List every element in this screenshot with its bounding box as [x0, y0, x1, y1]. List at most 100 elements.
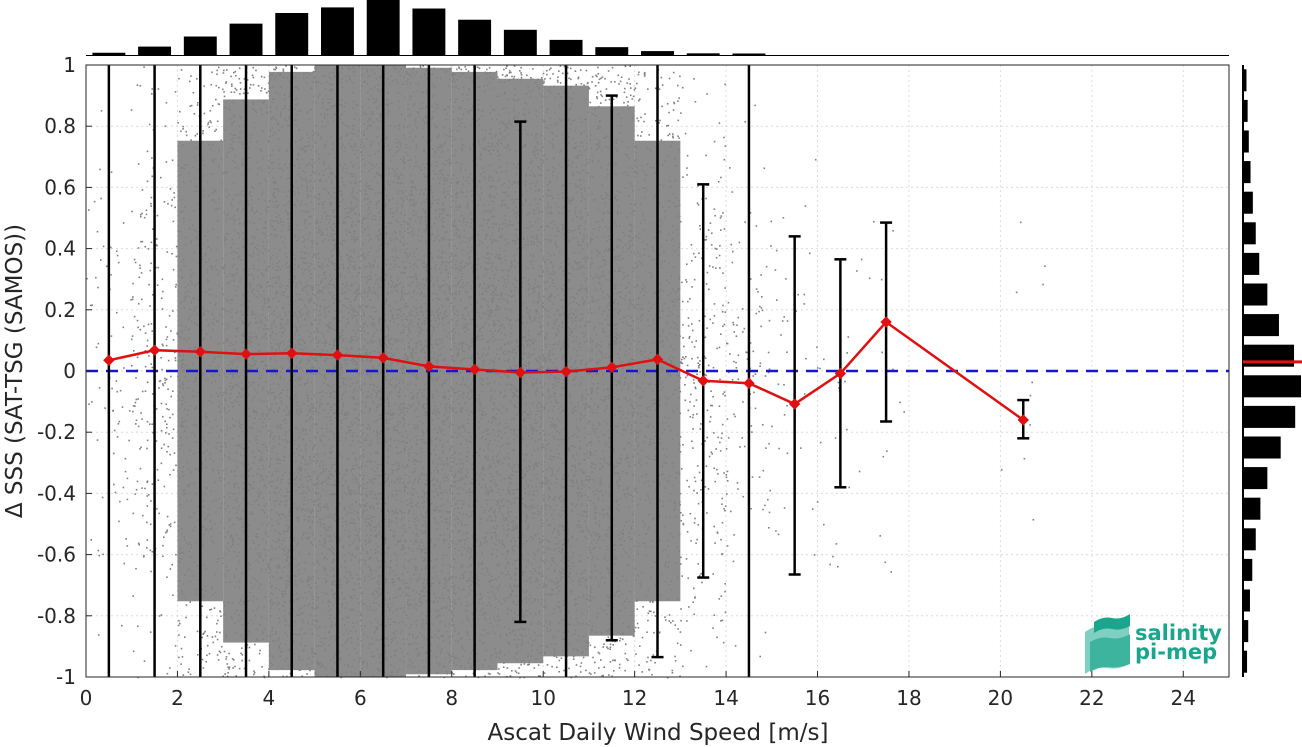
scatter-point-201	[151, 393, 154, 395]
scatter-point-272	[163, 443, 165, 446]
scatter-point-279	[167, 203, 169, 205]
scatter-point-5	[102, 245, 105, 248]
scatter-point-1420	[255, 69, 257, 72]
scatter-point-331	[131, 298, 134, 301]
scatter-point-82	[148, 355, 150, 357]
scatter-point-265	[150, 500, 152, 502]
scatter-point-1122	[261, 87, 263, 89]
scatter-point-1004	[253, 671, 256, 674]
scatter-point-89	[137, 542, 140, 545]
scatter-point-199	[141, 298, 143, 301]
scatter-point-951	[203, 112, 206, 115]
scatter-point-323	[163, 201, 166, 203]
scatter-point-181	[144, 487, 146, 490]
scatter-point-194	[133, 350, 135, 352]
scatter-point-53	[101, 496, 104, 499]
scatter-point-94	[146, 447, 148, 450]
scatter-point-2273	[301, 675, 303, 678]
scatter-point-940	[217, 659, 220, 661]
scatter-point-683	[210, 121, 212, 124]
scatter-point-17	[113, 429, 116, 432]
scatter-point-614	[181, 656, 184, 658]
scatter-point-1709	[223, 650, 226, 653]
scatter-point-129	[136, 84, 139, 86]
scatter-point-197	[166, 451, 168, 453]
scatter-point-184	[160, 176, 162, 179]
scatter-point-768	[222, 72, 225, 74]
scatter-point-60	[130, 299, 132, 301]
scatter-point-79	[133, 258, 136, 261]
scatter-point-1919	[260, 90, 262, 92]
scatter-point-124	[160, 430, 163, 432]
scatter-point-243	[171, 199, 173, 201]
scatter-point-134	[167, 359, 170, 362]
scatter-point-1639	[252, 66, 254, 69]
scatter-point-101	[146, 150, 149, 153]
scatter-point-12	[97, 549, 100, 552]
scatter-point-352	[202, 667, 205, 669]
scatter-point-149	[146, 345, 148, 347]
scatter-point-771	[212, 104, 214, 107]
scatter-point-33	[118, 420, 121, 423]
scatter-point-96	[169, 416, 171, 419]
scatter-point-128	[156, 238, 158, 240]
scatter-point-321	[175, 245, 178, 248]
scatter-point-75	[118, 520, 120, 523]
scatter-point-914	[219, 631, 221, 634]
scatter-point-326	[169, 453, 171, 456]
scatter-point-536	[206, 654, 208, 657]
scatter-point-74	[124, 457, 127, 460]
scatter-point-282	[169, 473, 171, 476]
scatter-point-483	[223, 69, 225, 72]
scatter-point-1231	[246, 79, 249, 81]
scatter-point-42	[126, 545, 129, 547]
scatter-point-122	[175, 283, 177, 286]
scatter-point-174	[137, 625, 139, 627]
scatter-point-1557	[230, 75, 232, 78]
scatter-point-538	[197, 102, 199, 104]
scatter-point-18	[122, 222, 125, 224]
scatter-point-503	[218, 650, 221, 653]
scatter-point-9	[124, 470, 127, 473]
scatter-point-534	[182, 674, 185, 676]
scatter-point-1	[116, 254, 119, 257]
scatter-point-1652	[225, 81, 228, 83]
scatter-point-869	[219, 611, 222, 613]
scatter-point-360	[203, 85, 205, 87]
scatter-point-277	[166, 251, 169, 253]
scatter-point-644	[196, 104, 199, 106]
scatter-point-354	[204, 630, 206, 633]
scatter-point-84	[166, 408, 168, 410]
scatter-point-1220	[239, 82, 242, 84]
scatter-point-641	[185, 130, 187, 133]
scatter-point-306	[137, 163, 140, 165]
scatter-point-171	[158, 387, 160, 389]
scatter-point-55	[121, 406, 124, 408]
scatter-point-687	[190, 104, 193, 107]
scatter-point-25	[110, 274, 112, 276]
scatter-point-2260	[275, 67, 278, 69]
scatter-point-11	[104, 407, 106, 409]
scatter-point-871	[208, 652, 211, 655]
scatter-point-1589	[228, 652, 230, 655]
scatter-point-229	[135, 419, 138, 422]
scatter-point-342	[184, 636, 186, 638]
scatter-point-651	[208, 126, 211, 128]
scatter-point-219	[171, 563, 173, 566]
scatter-point-290	[160, 357, 162, 359]
scatter-point-66	[116, 390, 119, 393]
scatter-point-157	[151, 175, 153, 178]
scatter-point-110	[170, 204, 173, 207]
scatter-point-2716	[275, 66, 277, 68]
scatter-point-3081	[274, 68, 277, 71]
scatter-point-212	[144, 365, 147, 368]
scatter-point-1066	[231, 83, 233, 86]
scatter-point-126	[134, 401, 137, 404]
scatter-point-253	[132, 595, 134, 597]
scatter-point-1783	[224, 673, 226, 675]
scatter-point-1533	[223, 95, 226, 98]
scatter-point-193	[134, 405, 136, 407]
scatter-point-114	[150, 323, 153, 325]
scatter-point-104	[140, 446, 142, 449]
